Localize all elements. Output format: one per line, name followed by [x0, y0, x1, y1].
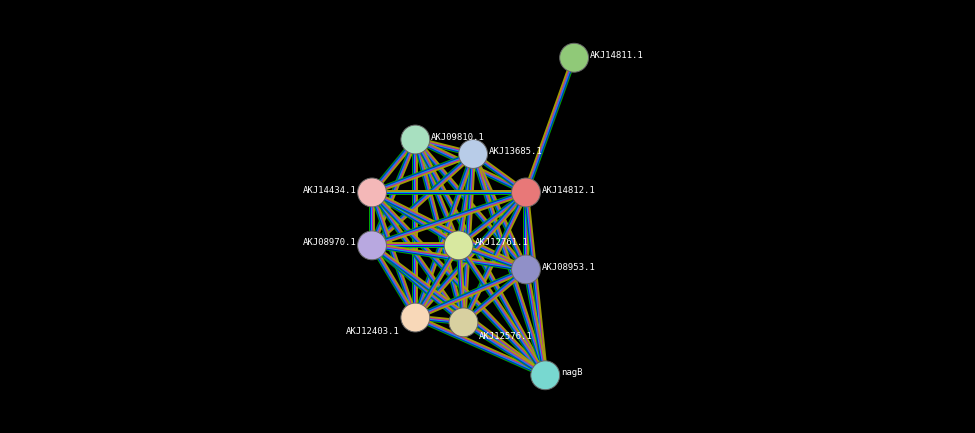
Circle shape: [530, 361, 560, 390]
Circle shape: [512, 178, 540, 207]
Text: nagB: nagB: [561, 368, 583, 378]
Text: AKJ09810.1: AKJ09810.1: [431, 132, 485, 142]
Text: AKJ14434.1: AKJ14434.1: [302, 185, 356, 194]
Circle shape: [445, 231, 473, 260]
Circle shape: [449, 308, 478, 337]
Circle shape: [560, 43, 589, 72]
Circle shape: [358, 178, 386, 207]
Text: AKJ08970.1: AKJ08970.1: [302, 239, 356, 248]
Text: AKJ13685.1: AKJ13685.1: [488, 147, 543, 156]
Circle shape: [358, 231, 386, 260]
Circle shape: [401, 303, 430, 332]
Text: AKJ12761.1: AKJ12761.1: [475, 239, 528, 248]
Circle shape: [512, 255, 540, 284]
Text: AKJ08953.1: AKJ08953.1: [542, 262, 596, 271]
Text: AKJ14811.1: AKJ14811.1: [590, 51, 644, 60]
Circle shape: [458, 139, 488, 168]
Circle shape: [401, 125, 430, 154]
Text: AKJ12576.1: AKJ12576.1: [480, 332, 533, 341]
Text: AKJ12403.1: AKJ12403.1: [346, 327, 400, 336]
Text: AKJ14812.1: AKJ14812.1: [542, 185, 596, 194]
